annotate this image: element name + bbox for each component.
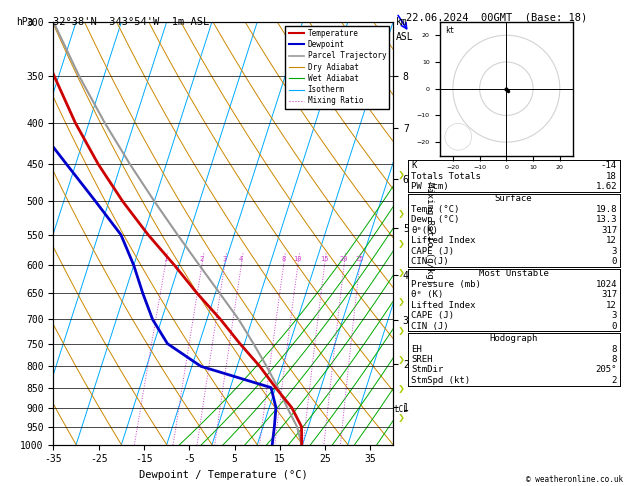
Text: 13.3: 13.3 [596,215,617,225]
Text: © weatheronline.co.uk: © weatheronline.co.uk [526,474,623,484]
Text: Totals Totals: Totals Totals [411,172,481,181]
Text: 3: 3 [611,246,617,256]
Text: CAPE (J): CAPE (J) [411,246,454,256]
Text: ❯: ❯ [398,384,405,393]
Text: 1024: 1024 [596,280,617,289]
Text: ❯: ❯ [398,171,405,179]
Text: 0: 0 [611,322,617,331]
Text: 4: 4 [239,256,243,262]
Text: θᵉ (K): θᵉ (K) [411,290,443,299]
Text: Hodograph: Hodograph [489,334,538,343]
Text: 8: 8 [611,345,617,354]
Text: 8: 8 [611,355,617,364]
Text: LCL: LCL [394,405,408,414]
Text: 25: 25 [355,256,364,262]
Text: hPa: hPa [16,17,33,27]
Text: 2: 2 [200,256,204,262]
Text: Temp (°C): Temp (°C) [411,205,460,214]
Legend: Temperature, Dewpoint, Parcel Trajectory, Dry Adiabat, Wet Adiabat, Isotherm, Mi: Temperature, Dewpoint, Parcel Trajectory… [286,26,389,108]
Text: CIN (J): CIN (J) [411,257,449,266]
Text: 3: 3 [223,256,226,262]
Text: CAPE (J): CAPE (J) [411,311,454,320]
Text: 8: 8 [281,256,286,262]
Text: 0: 0 [611,257,617,266]
Text: SREH: SREH [411,355,433,364]
Text: ❯: ❯ [398,209,405,218]
Text: 20: 20 [340,256,348,262]
Text: 15: 15 [320,256,329,262]
Text: 317: 317 [601,226,617,235]
Text: ❯: ❯ [398,297,405,306]
Text: 32°38'N  343°54'W  1m ASL: 32°38'N 343°54'W 1m ASL [53,17,209,27]
Text: ❯: ❯ [398,268,405,277]
Text: StmSpd (kt): StmSpd (kt) [411,376,470,385]
Text: 1: 1 [163,256,167,262]
Text: Dewp (°C): Dewp (°C) [411,215,460,225]
Text: ❯: ❯ [398,355,405,364]
Y-axis label: Mixing Ratio (g/kg): Mixing Ratio (g/kg) [425,182,435,284]
Text: θᵉ(K): θᵉ(K) [411,226,438,235]
Text: Pressure (mb): Pressure (mb) [411,280,481,289]
Text: StmDir: StmDir [411,365,443,375]
Text: 10: 10 [294,256,302,262]
Text: 18: 18 [606,172,617,181]
Text: kt: kt [445,26,454,35]
Text: -14: -14 [601,161,617,170]
Text: 3: 3 [611,311,617,320]
Text: CIN (J): CIN (J) [411,322,449,331]
Text: 12: 12 [606,236,617,245]
Text: 317: 317 [601,290,617,299]
Text: ❯: ❯ [398,326,405,335]
X-axis label: Dewpoint / Temperature (°C): Dewpoint / Temperature (°C) [139,470,308,480]
Text: 2: 2 [611,376,617,385]
Text: Surface: Surface [495,194,532,204]
Text: 19.8: 19.8 [596,205,617,214]
Text: Most Unstable: Most Unstable [479,269,548,278]
Text: 12: 12 [606,301,617,310]
Text: PW (cm): PW (cm) [411,182,449,191]
Text: 1.62: 1.62 [596,182,617,191]
Text: Lifted Index: Lifted Index [411,301,476,310]
Text: ASL: ASL [396,32,414,42]
Text: EH: EH [411,345,422,354]
Text: K: K [411,161,417,170]
Text: 205°: 205° [596,365,617,375]
Text: 22.06.2024  00GMT  (Base: 18): 22.06.2024 00GMT (Base: 18) [406,12,587,22]
Text: Lifted Index: Lifted Index [411,236,476,245]
Text: km: km [396,17,408,27]
Text: ❯: ❯ [398,414,405,422]
Text: ❯: ❯ [398,239,405,247]
